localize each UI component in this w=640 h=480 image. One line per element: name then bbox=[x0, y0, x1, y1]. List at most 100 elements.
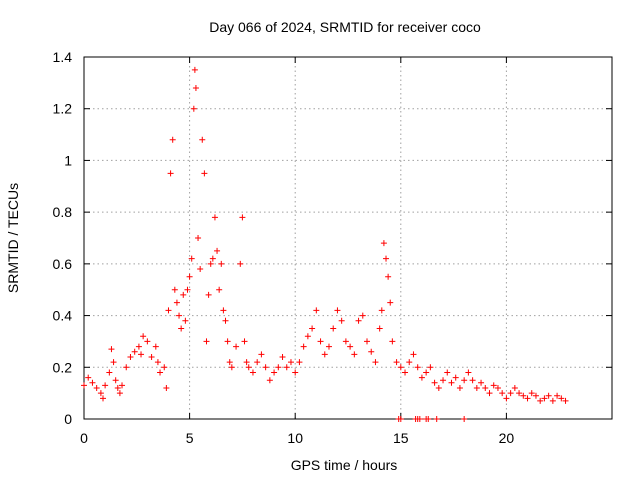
data-point bbox=[211, 214, 218, 221]
data-point bbox=[355, 317, 362, 324]
data-point bbox=[554, 392, 561, 399]
data-point bbox=[167, 170, 174, 177]
x-tick-labels: 0 5 10 15 20 bbox=[80, 430, 514, 446]
y-tick-label: 1 bbox=[64, 152, 72, 168]
data-point bbox=[383, 255, 390, 262]
data-point bbox=[140, 333, 147, 340]
data-point bbox=[216, 286, 223, 293]
data-point bbox=[241, 338, 248, 345]
data-point bbox=[152, 343, 159, 350]
data-point bbox=[228, 364, 235, 371]
data-point bbox=[478, 379, 485, 386]
data-point bbox=[243, 359, 250, 366]
data-point bbox=[144, 338, 151, 345]
data-point bbox=[431, 379, 438, 386]
data-point bbox=[266, 377, 273, 384]
x-tick-label: 0 bbox=[80, 430, 88, 446]
data-point bbox=[499, 390, 506, 397]
data-point bbox=[330, 325, 337, 332]
data-point bbox=[116, 390, 123, 397]
data-point bbox=[188, 255, 195, 262]
data-point bbox=[427, 364, 434, 371]
data-point bbox=[119, 382, 126, 389]
data-point bbox=[342, 338, 349, 345]
data-point bbox=[201, 170, 208, 177]
data-point bbox=[205, 291, 212, 298]
y-tick-label: 0.2 bbox=[53, 359, 73, 375]
data-point bbox=[191, 66, 198, 73]
data-point bbox=[309, 325, 316, 332]
data-point bbox=[93, 384, 100, 391]
data-point bbox=[178, 325, 185, 332]
data-point bbox=[300, 343, 307, 350]
data-point bbox=[110, 359, 117, 366]
data-point bbox=[387, 299, 394, 306]
data-point bbox=[138, 351, 145, 358]
y-tick-labels: 0 0.2 0.4 0.6 0.8 1 1.2 1.4 bbox=[53, 49, 73, 427]
data-point bbox=[304, 333, 311, 340]
data-point bbox=[516, 390, 523, 397]
y-tick-label: 0.4 bbox=[53, 308, 73, 324]
data-point bbox=[402, 369, 409, 376]
data-point bbox=[249, 369, 256, 376]
data-point bbox=[176, 312, 183, 319]
y-tick-label: 0.8 bbox=[53, 204, 73, 220]
x-tick-label: 5 bbox=[186, 430, 194, 446]
data-point bbox=[161, 364, 168, 371]
data-point bbox=[545, 392, 552, 399]
data-point bbox=[416, 416, 423, 422]
data-point bbox=[127, 353, 134, 360]
data-point bbox=[207, 260, 214, 267]
data-point bbox=[321, 351, 328, 358]
data-point bbox=[418, 374, 425, 381]
data-point bbox=[482, 384, 489, 391]
data-point bbox=[558, 395, 565, 402]
data-point bbox=[226, 359, 233, 366]
plot-frame bbox=[83, 56, 613, 420]
data-point bbox=[258, 351, 265, 358]
data-point bbox=[494, 384, 501, 391]
data-point bbox=[283, 364, 290, 371]
data-point bbox=[465, 369, 472, 376]
data-point bbox=[287, 359, 294, 366]
data-point bbox=[173, 299, 180, 306]
data-point bbox=[199, 136, 206, 143]
data-point bbox=[378, 307, 385, 314]
data-point bbox=[106, 369, 113, 376]
grid-lines bbox=[84, 57, 612, 419]
data-point bbox=[503, 395, 510, 402]
data-point bbox=[532, 392, 539, 399]
data-point bbox=[233, 343, 240, 350]
data-point bbox=[114, 384, 121, 391]
chart-title: Day 066 of 2024, SRMTID for receiver coc… bbox=[209, 19, 481, 35]
axis-ticks bbox=[83, 56, 612, 420]
data-point bbox=[452, 374, 459, 381]
data-point bbox=[165, 307, 172, 314]
data-point bbox=[433, 416, 440, 422]
data-point bbox=[154, 359, 161, 366]
data-point bbox=[347, 343, 354, 350]
data-point bbox=[524, 395, 531, 402]
data-point bbox=[254, 359, 261, 366]
y-tick-label: 1.4 bbox=[53, 49, 73, 65]
data-point bbox=[186, 273, 193, 280]
data-point bbox=[359, 312, 366, 319]
data-point bbox=[100, 395, 107, 402]
data-point bbox=[81, 382, 87, 389]
data-point bbox=[220, 307, 227, 314]
data-point bbox=[549, 397, 556, 404]
data-point bbox=[237, 260, 244, 267]
data-point bbox=[169, 136, 176, 143]
data-point bbox=[385, 273, 392, 280]
data-point bbox=[440, 377, 447, 384]
data-point bbox=[541, 395, 548, 402]
data-point bbox=[112, 377, 119, 384]
data-point bbox=[214, 247, 221, 254]
data-point bbox=[486, 390, 493, 397]
data-point bbox=[528, 390, 535, 397]
y-tick-label: 0 bbox=[64, 411, 72, 427]
data-point bbox=[520, 392, 527, 399]
data-point bbox=[292, 369, 299, 376]
data-point bbox=[245, 364, 252, 371]
